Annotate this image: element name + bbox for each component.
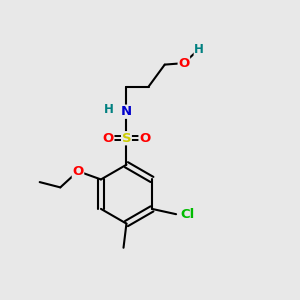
Text: Cl: Cl xyxy=(181,208,195,221)
Text: S: S xyxy=(122,132,131,145)
Text: N: N xyxy=(121,105,132,118)
Text: H: H xyxy=(194,43,204,56)
Text: H: H xyxy=(104,103,114,116)
Text: O: O xyxy=(103,132,114,145)
Text: O: O xyxy=(72,165,84,178)
Text: O: O xyxy=(139,132,150,145)
Text: O: O xyxy=(178,57,190,70)
